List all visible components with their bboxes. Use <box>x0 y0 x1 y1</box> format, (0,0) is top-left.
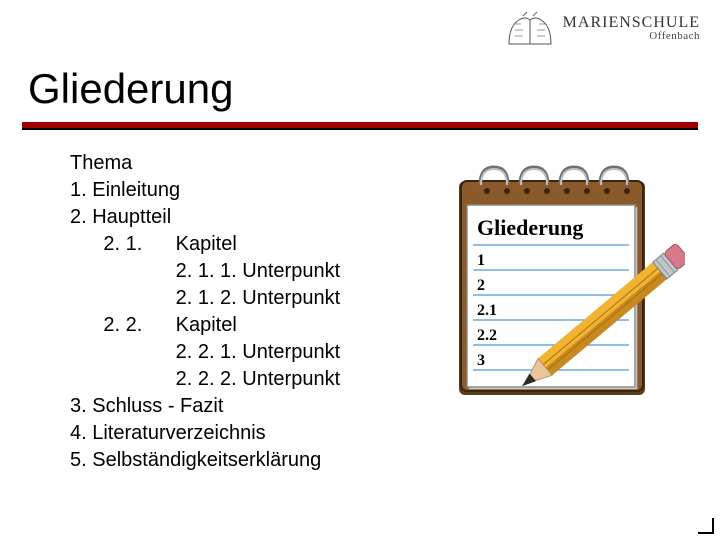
title-rule-shadow <box>22 128 698 130</box>
outline-3: 3. Schluss - Fazit <box>70 393 340 420</box>
logo-main: MARIENSCHULE <box>563 15 700 31</box>
page-title: Gliederung <box>28 65 233 113</box>
outline-4: 4. Literaturverzeichnis <box>70 420 340 447</box>
notepad-line-1: 1 <box>477 252 485 269</box>
outline-2-1-num: 2. 1. <box>103 233 142 255</box>
outline-2-1-2: 2. 1. 2. Unterpunkt <box>70 285 340 312</box>
notepad-line-4: 2.2 <box>477 327 497 344</box>
outline-thema: Thema <box>70 150 340 177</box>
outline-2-2: 2. 2. Kapitel <box>70 312 340 339</box>
outline-5: 5. Selbständigkeitserklärung <box>70 447 340 474</box>
notepad-title: Gliederung <box>477 215 583 240</box>
outline-2-1: 2. 1. Kapitel <box>70 231 340 258</box>
outline-2-2-num: 2. 2. <box>103 314 142 336</box>
outline-2-1-label: Kapitel <box>176 233 237 255</box>
outline-2-1-1: 2. 1. 1. Unterpunkt <box>70 258 340 285</box>
corner-mark-icon <box>698 518 714 534</box>
outline-2-2-2: 2. 2. 2. Unterpunkt <box>70 366 340 393</box>
logo-sub: Offenbach <box>563 31 700 42</box>
notepad-line-3: 2.1 <box>477 302 497 319</box>
notepad-line-2: 2 <box>477 277 485 294</box>
crest-icon <box>505 8 555 48</box>
notepad-graphic: Gliederung 1 2 2.1 2.2 3 <box>435 155 685 415</box>
outline-1: 1. Einleitung <box>70 177 340 204</box>
logo-text: MARIENSCHULE Offenbach <box>563 15 700 42</box>
outline-2: 2. Hauptteil <box>70 204 340 231</box>
notepad-line-5: 3 <box>477 352 485 369</box>
outline-body: Thema 1. Einleitung 2. Hauptteil 2. 1. K… <box>70 150 340 474</box>
outline-2-2-1: 2. 2. 1. Unterpunkt <box>70 339 340 366</box>
outline-2-2-label: Kapitel <box>176 314 237 336</box>
school-logo: MARIENSCHULE Offenbach <box>505 8 700 48</box>
